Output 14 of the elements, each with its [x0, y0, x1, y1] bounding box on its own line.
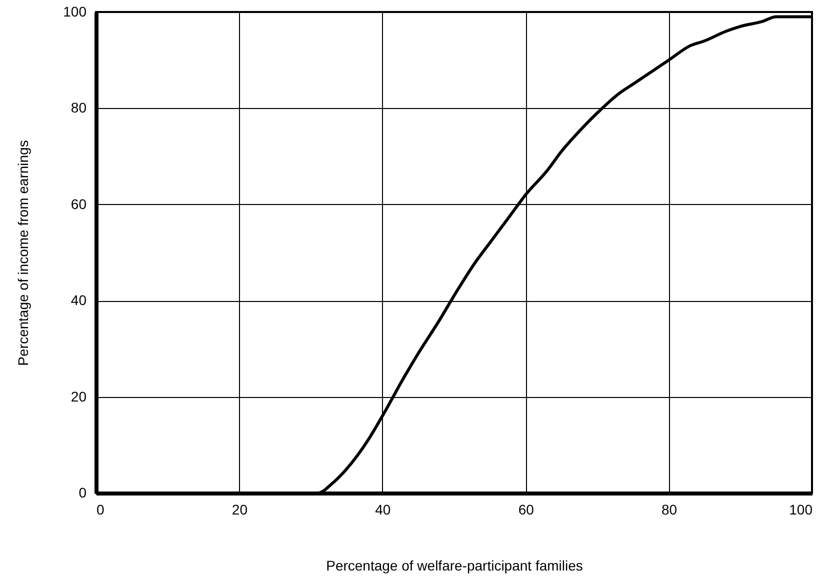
- y-tick-label: 60: [70, 196, 87, 212]
- y-tick-label: 40: [70, 292, 87, 308]
- y-axis-title: Percentage of income from earnings: [15, 140, 32, 366]
- y-tick-label: 0: [78, 484, 87, 500]
- y-tick-label: 20: [70, 388, 87, 404]
- x-tick-label: 0: [96, 502, 104, 518]
- x-tick-label: 60: [518, 502, 534, 518]
- x-tick-label: 100: [789, 502, 813, 518]
- y-tick-label: 80: [70, 100, 87, 116]
- x-tick-label: 20: [232, 502, 248, 518]
- x-axis-title: Percentage of welfare-participant families: [326, 558, 583, 574]
- y-tick-label: 100: [63, 4, 87, 20]
- x-tick-label: 80: [662, 502, 678, 518]
- x-tick-label: 40: [375, 502, 391, 518]
